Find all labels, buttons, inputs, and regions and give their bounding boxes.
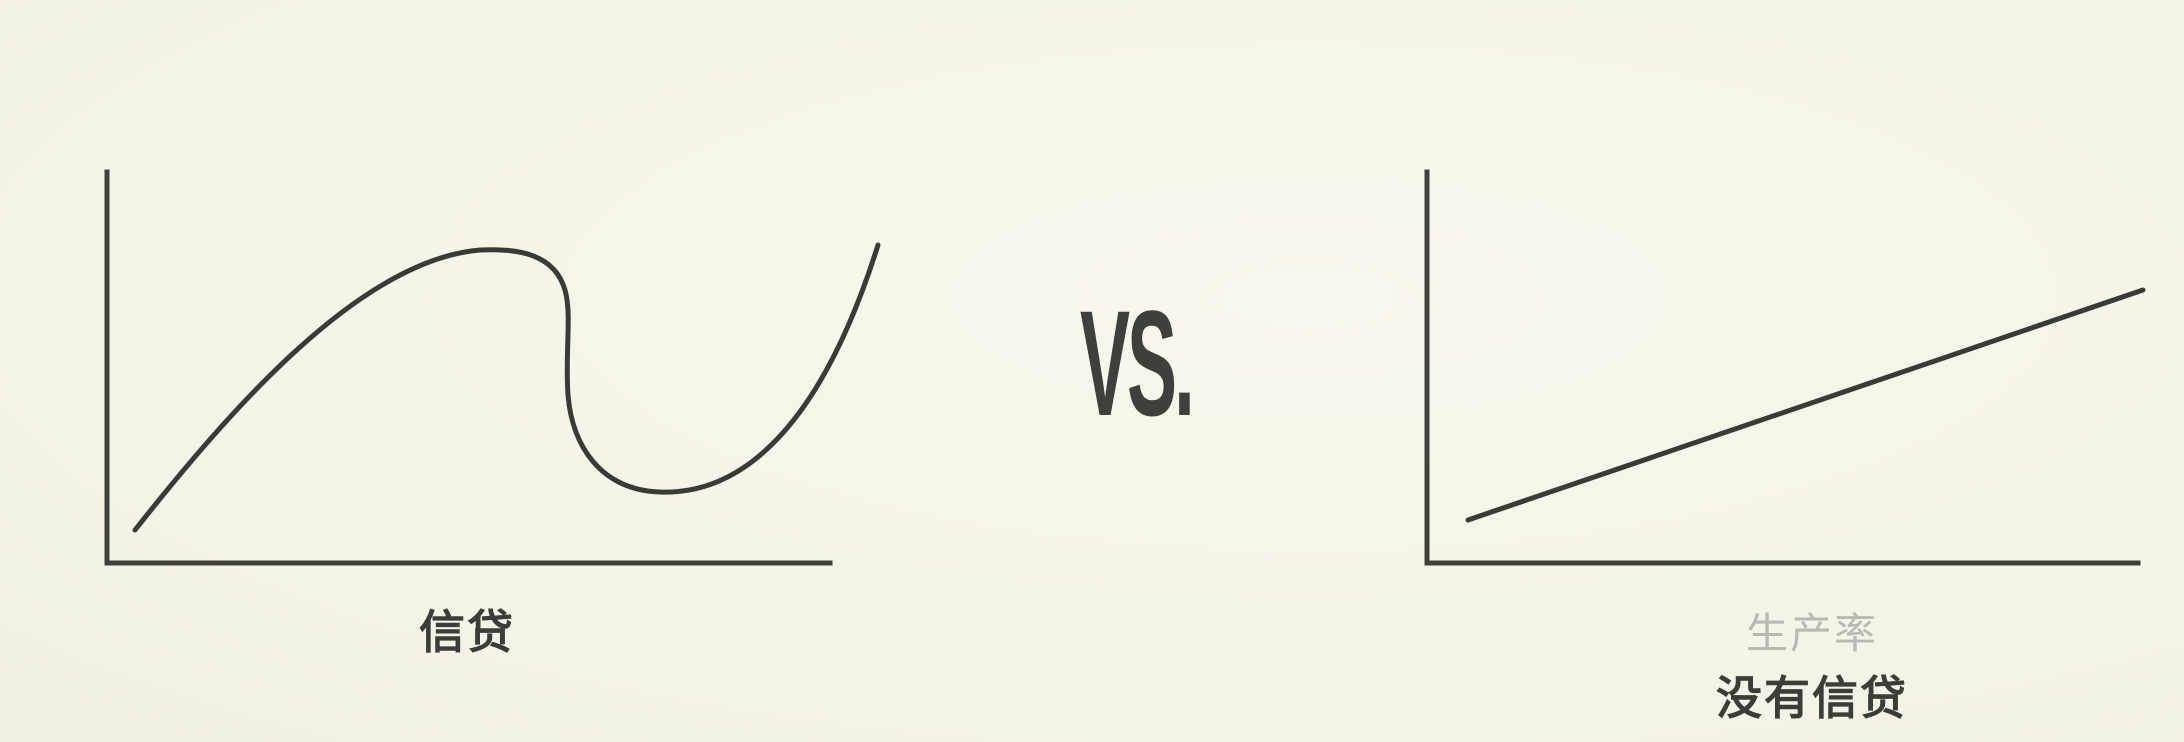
no-credit-diagram <box>1300 0 2184 742</box>
credit-label: 信贷 <box>419 605 515 659</box>
productivity-label: 生产率 <box>1745 609 1878 658</box>
credit-diagram <box>0 0 1000 742</box>
versus-text: VS. <box>1080 279 1195 447</box>
productivity-line <box>1465 287 2146 523</box>
credit-chart-svg <box>104 169 881 566</box>
no-credit-chart-svg <box>1424 169 2146 566</box>
no-credit-label: 没有信贷 <box>1716 671 1908 725</box>
credit-cycle-curve <box>132 242 881 533</box>
